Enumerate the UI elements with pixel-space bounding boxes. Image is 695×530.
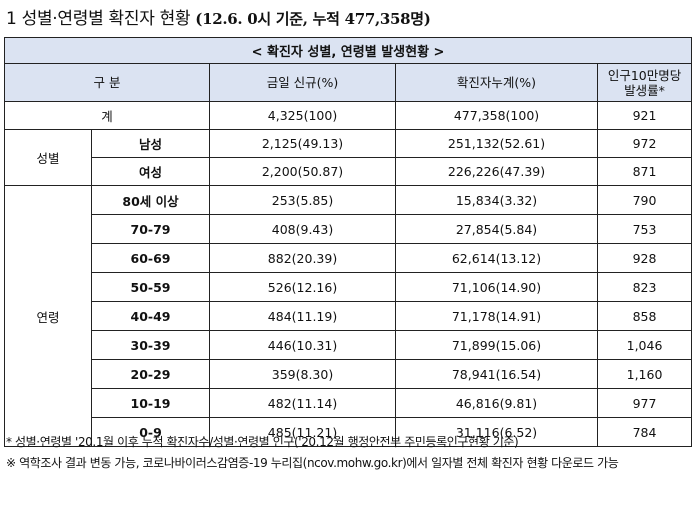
cell-new: 4,325(100) <box>209 101 396 130</box>
cell-rate: 823 <box>596 272 693 302</box>
cell-new: 484(11.19) <box>209 301 396 331</box>
table-row: 30-39 446(10.31) 71,899(15.06) 1,046 <box>5 330 693 360</box>
cell-cumulative: 46,816(9.81) <box>395 388 598 418</box>
header-rate: 인구10만명당 발생률* <box>596 63 693 102</box>
header-category: 구 분 <box>4 63 210 102</box>
group-label-age: 연령 <box>4 185 92 447</box>
table-row: 0-9 485(11.21) 31,116(6.52) 784 <box>5 417 693 447</box>
row-label: 80세 이상 <box>91 185 210 215</box>
cell-cumulative: 251,132(52.61) <box>395 129 598 158</box>
cell-rate: 928 <box>596 243 693 273</box>
cell-cumulative: 71,899(15.06) <box>395 330 598 360</box>
cell-cumulative: 477,358(100) <box>395 101 598 130</box>
cell-new: 482(11.14) <box>209 388 396 418</box>
cell-rate: 871 <box>596 157 693 186</box>
cell-rate: 784 <box>596 417 693 447</box>
page-heading: 1 성별·연령별 확진자 현황 (12.6. 0시 기준, 누적 477,358… <box>6 6 431 32</box>
row-label: 여성 <box>91 157 210 186</box>
footnotes: * 성별·연령별 '20.1월 이후 누적 확진자수/성별·연령별 인구('20… <box>6 432 694 474</box>
table-row: 70-79 408(9.43) 27,854(5.84) 753 <box>5 214 693 244</box>
table-row: 20-29 359(8.30) 78,941(16.54) 1,160 <box>5 359 693 389</box>
table-row-total: 계 4,325(100) 477,358(100) 921 <box>4 101 693 130</box>
cell-cumulative: 27,854(5.84) <box>395 214 598 244</box>
table-row: 50-59 526(12.16) 71,106(14.90) 823 <box>5 272 693 302</box>
cell-cumulative: 71,106(14.90) <box>395 272 598 302</box>
cell-new: 408(9.43) <box>209 214 396 244</box>
cell-new: 359(8.30) <box>209 359 396 389</box>
cell-new: 253(5.85) <box>209 185 396 215</box>
cell-rate: 977 <box>596 388 693 418</box>
heading-main: 1 성별·연령별 확진자 현황 <box>6 9 191 29</box>
cell-cumulative: 62,614(13.12) <box>395 243 598 273</box>
cell-cumulative: 71,178(14.91) <box>395 301 598 331</box>
cell-rate: 858 <box>596 301 693 331</box>
cell-rate: 1,046 <box>596 330 693 360</box>
cell-cumulative: 78,941(16.54) <box>395 359 598 389</box>
cell-rate: 1,160 <box>596 359 693 389</box>
cell-rate: 921 <box>596 101 693 130</box>
table-row: 60-69 882(20.39) 62,614(13.12) 928 <box>5 243 693 273</box>
footnote-population-rate: * 성별·연령별 '20.1월 이후 누적 확진자수/성별·연령별 인구('20… <box>6 435 519 449</box>
heading-sub: (12.6. 0시 기준, 누적 477,358명) <box>190 10 431 28</box>
table-row: 10-19 482(11.14) 46,816(9.81) 977 <box>5 388 693 418</box>
table-banner: < 확진자 성별, 연령별 발생현황 > <box>3 37 693 64</box>
stats-table: < 확진자 성별, 연령별 발생현황 > 구 분 금일 신규(%) 확진자누계(… <box>3 37 693 447</box>
header-new: 금일 신규(%) <box>209 63 396 102</box>
cell-new: 526(12.16) <box>209 272 396 302</box>
table-row: 여성 2,200(50.87) 226,226(47.39) 871 <box>5 157 693 186</box>
cell-rate: 790 <box>596 185 693 215</box>
cell-new: 446(10.31) <box>209 330 396 360</box>
row-label: 70-79 <box>91 214 210 244</box>
row-label: 30-39 <box>91 330 210 360</box>
row-label: 50-59 <box>91 272 210 302</box>
cell-new: 2,125(49.13) <box>209 129 396 158</box>
cell-cumulative: 15,834(3.32) <box>395 185 598 215</box>
row-label: 계 <box>4 101 210 130</box>
header-rate-line1: 인구10만명당 <box>607 67 682 83</box>
header-rate-line2: 발생률* <box>624 82 665 98</box>
row-label: 60-69 <box>91 243 210 273</box>
cell-new: 2,200(50.87) <box>209 157 396 186</box>
cell-new: 485(11.21) <box>209 417 396 447</box>
row-label: 20-29 <box>91 359 210 389</box>
cell-rate: 972 <box>596 129 693 158</box>
row-label: 40-49 <box>91 301 210 331</box>
cell-rate: 753 <box>596 214 693 244</box>
header-cumulative: 확진자누계(%) <box>395 63 598 102</box>
row-label: 0-9 <box>91 417 210 447</box>
group-label-sex: 성별 <box>4 129 92 186</box>
cell-new: 882(20.39) <box>209 243 396 273</box>
table-row: 40-49 484(11.19) 71,178(14.91) 858 <box>5 301 693 331</box>
cell-cumulative: 226,226(47.39) <box>395 157 598 186</box>
row-label: 남성 <box>91 129 210 158</box>
row-label: 10-19 <box>91 388 210 418</box>
footnote-download: ※ 역학조사 결과 변동 가능, 코로나바이러스감염증-19 누리집(ncov.… <box>6 456 619 470</box>
table-row: 연령 80세 이상 253(5.85) 15,834(3.32) 790 <box>4 185 693 447</box>
table-row: 성별 남성 2,125(49.13) 251,132(52.61) 972 <box>4 129 693 186</box>
